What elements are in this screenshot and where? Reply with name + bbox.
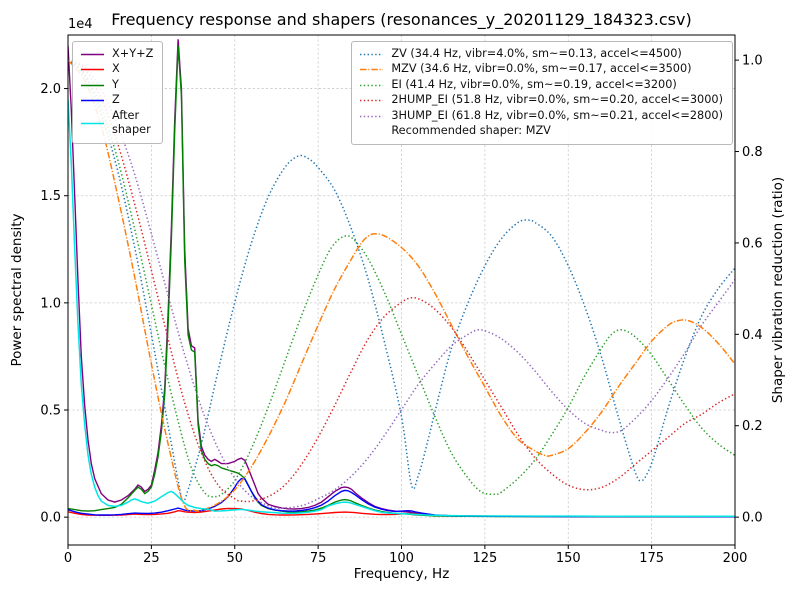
y-right-tick-label: 0.2 <box>742 419 763 434</box>
legend-item-3hump-ei: 3HUMP_EI (61.8 Hz, vibr=0.0%, sm~=0.21, … <box>359 109 723 123</box>
legend-item-ei: EI (41.4 Hz, vibr=0.0%, sm~=0.19, accel<… <box>359 78 723 92</box>
legend-item-x-y-z: X+Y+Z <box>80 47 153 61</box>
y-right-tick-label: 1.0 <box>742 54 763 69</box>
shaper-curve-3hump-ei <box>68 59 735 510</box>
legend-item-x: X <box>80 62 153 76</box>
legend-line-sample <box>81 53 104 56</box>
legend-line-sample <box>81 99 104 102</box>
x-tick-label: 100 <box>389 551 414 566</box>
psd-curve-x-y-z <box>68 39 735 518</box>
y-left-tick-label: 1.5 <box>40 189 61 204</box>
shaper-curve-ei <box>68 59 735 498</box>
y-right-tick-label: 0.6 <box>742 236 763 251</box>
legend-label: X+Y+Z <box>112 47 154 60</box>
shaper-curve-zv <box>68 59 735 503</box>
tick-labels: 0 25 50 75 100 125 150 175 200 0.0 0.5 1.0 1.5 2.0 0.0… <box>40 17 762 566</box>
legend-line-sample <box>360 84 384 86</box>
legend-label: Y <box>112 77 119 91</box>
y-axis-label-left: Power spectral density <box>9 213 25 367</box>
legend-label: 2HUMP_EI (51.8 Hz, vibr=0.0%, sm~=0.20, … <box>391 93 723 107</box>
chart-title: Frequency response and shapers (resonanc… <box>111 10 692 29</box>
y-right-tick-label: 0.8 <box>742 145 763 160</box>
x-tick-label: 25 <box>143 551 160 566</box>
legend-item-zv: ZV (34.4 Hz, vibr=4.0%, sm~=0.13, accel<… <box>359 47 723 61</box>
legend-label: Z <box>112 93 120 107</box>
legend-line-sample <box>360 115 384 117</box>
y-left-tick-label: 1.0 <box>40 296 61 311</box>
y-left-tick-label: 0.0 <box>40 511 61 526</box>
y-right-tick-label: 0.4 <box>742 328 763 343</box>
y-left-tick-label: 2.0 <box>40 82 61 97</box>
legend-line-sample <box>360 53 384 56</box>
psd-curve-z <box>68 477 735 518</box>
x-tick-label: 75 <box>310 551 327 566</box>
legend-psd: X+Y+Z X Y Z After shaper <box>72 41 164 144</box>
curves <box>68 39 735 518</box>
legend-line-sample <box>81 84 104 86</box>
x-tick-label: 150 <box>556 551 581 566</box>
legend-label: MZV (34.6 Hz, vibr=0.0%, sm~=0.17, accel… <box>391 62 692 76</box>
shaper-curve-2hump-ei <box>68 59 735 503</box>
shaper-curve-mzv <box>68 59 735 512</box>
y-axis-label-right: Shaper vibration reduction (ratio) <box>770 176 786 404</box>
x-tick-label: 175 <box>639 551 664 566</box>
legend-label: X <box>112 62 120 76</box>
legend-line-sample <box>360 99 384 102</box>
x-tick-label: 200 <box>723 551 748 566</box>
axis-offset-label: 1e4 <box>68 17 93 32</box>
x-tick-label: 0 <box>64 551 72 566</box>
legend-item-z: Z <box>80 93 153 107</box>
x-axis-label: Frequency, Hz <box>353 566 450 582</box>
legend-label: 3HUMP_EI (61.8 Hz, vibr=0.0%, sm~=0.21, … <box>391 108 723 122</box>
legend-item-after-shaper: After shaper <box>80 109 153 138</box>
y-left-tick-label: 0.5 <box>40 404 61 419</box>
x-tick-label: 50 <box>226 551 243 566</box>
legend-line-sample <box>360 68 384 71</box>
y-right-tick-label: 0.0 <box>742 511 763 526</box>
recommended-shaper-note: Recommended shaper: MZV <box>391 124 551 138</box>
tick-marks <box>64 59 739 549</box>
psd-curve-after-shaper <box>68 99 735 518</box>
legend-item-mzv: MZV (34.6 Hz, vibr=0.0%, sm~=0.17, accel… <box>359 62 723 76</box>
legend-label: After shaper <box>112 108 151 137</box>
legend-item-2hump-ei: 2HUMP_EI (51.8 Hz, vibr=0.0%, sm~=0.20, … <box>359 93 723 107</box>
legend-shapers: ZV (34.4 Hz, vibr=4.0%, sm~=0.13, accel<… <box>351 41 733 145</box>
legend-label: EI (41.4 Hz, vibr=0.0%, sm~=0.19, accel<… <box>391 77 677 91</box>
legend-item-y: Y <box>80 78 153 92</box>
legend-line-sample <box>81 68 104 71</box>
x-tick-label: 125 <box>472 551 497 566</box>
legend-label: ZV (34.4 Hz, vibr=4.0%, sm~=0.13, accel<… <box>391 47 682 60</box>
legend-line-sample <box>81 122 104 125</box>
